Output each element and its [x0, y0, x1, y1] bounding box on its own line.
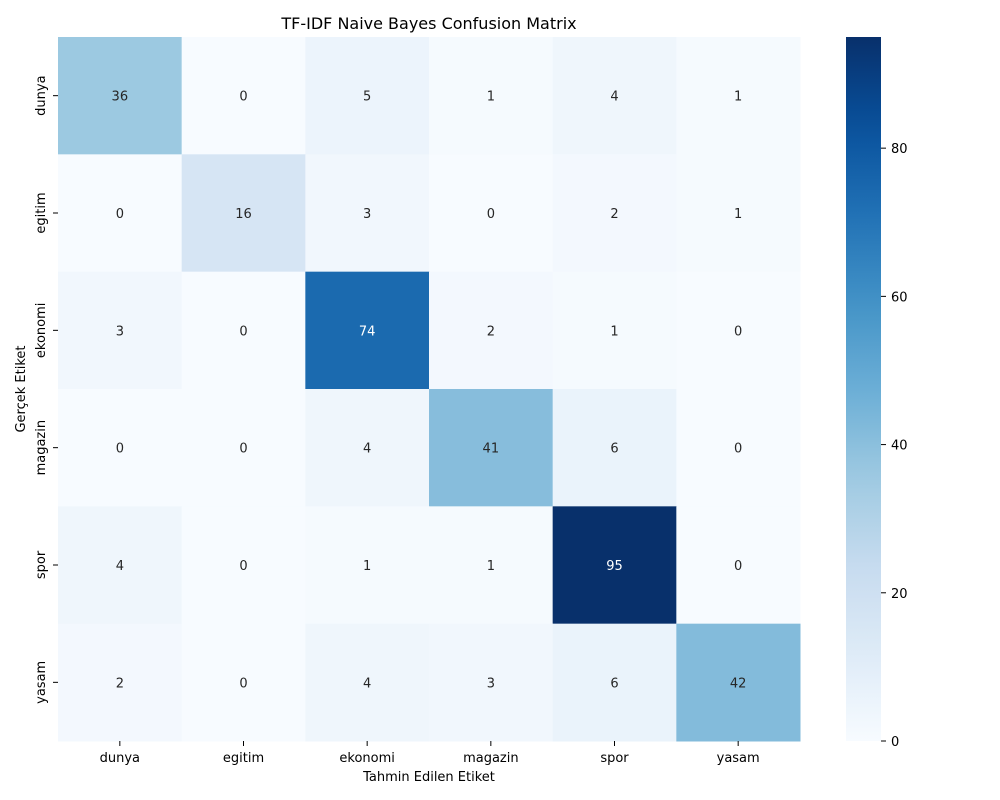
colorbar-tick-label: 0	[891, 735, 899, 750]
heatmap-cell-dunya-dunya	[58, 37, 183, 155]
y-tick-label: spor	[34, 550, 49, 579]
heatmap-cell-spor-yasam	[676, 506, 801, 625]
heatmap-cell-egitim-ekonomi	[305, 154, 430, 273]
heatmap-cell-magazin-ekonomi	[305, 389, 430, 507]
heatmap-cell-magazin-dunya	[58, 389, 183, 507]
x-tick-label: ekonomi	[339, 751, 395, 766]
cell-value-label: 2	[116, 676, 124, 691]
y-axis-label: Gerçek Etiket	[14, 345, 29, 432]
heatmap-cell-spor-egitim	[181, 506, 306, 625]
cell-value-label: 0	[487, 207, 495, 222]
colorbar-tick-label: 80	[891, 142, 908, 157]
heatmap-cell-ekonomi-egitim	[181, 271, 306, 390]
colorbar-tick-label: 60	[891, 290, 908, 305]
cell-value-label: 1	[734, 90, 742, 105]
heatmap-cell-yasam-spor	[552, 623, 677, 742]
cell-value-label: 0	[116, 442, 124, 457]
colorbar-tick-label: 40	[891, 439, 908, 454]
heatmap-cell-yasam-egitim	[181, 623, 306, 742]
heatmap-cell-egitim-dunya	[58, 154, 183, 273]
heatmap-cell-spor-spor	[552, 506, 677, 625]
heatmap-cell-ekonomi-yasam	[676, 271, 801, 390]
heatmap-cell-egitim-magazin	[429, 154, 554, 273]
x-tick-label: yasam	[717, 751, 760, 766]
heatmap-cell-ekonomi-ekonomi	[305, 271, 430, 390]
cell-value-label: 1	[487, 559, 495, 574]
cell-value-label: 4	[363, 442, 371, 457]
cell-value-label: 0	[239, 676, 247, 691]
x-tick-label: dunya	[100, 751, 140, 766]
cell-value-label: 1	[610, 324, 618, 339]
heatmap-cell-dunya-yasam	[676, 37, 801, 155]
cell-value-label: 1	[363, 559, 371, 574]
heatmap-cells: 36 0 5 1 4 10 16 3 0 2 13 0 74 2 1 00 0 4 41 6 04 0 1 1 95 02 0 4 3 6…	[58, 37, 801, 742]
y-axis-ticks: dunya egitim ekonomi magazin spor yasam	[34, 75, 58, 704]
cell-value-label: 0	[734, 324, 742, 339]
x-tick-label: magazin	[463, 751, 519, 766]
x-tick-label: egitim	[223, 751, 264, 766]
cell-value-label: 0	[239, 90, 247, 105]
heatmap-cell-dunya-spor	[552, 37, 677, 155]
heatmap-cell-ekonomi-spor	[552, 271, 677, 390]
x-axis-label: Tahmin Edilen Etiket	[362, 770, 495, 785]
cell-value-label: 3	[363, 207, 371, 222]
heatmap-cell-yasam-dunya	[58, 623, 183, 742]
heatmap-cell-yasam-magazin	[429, 623, 554, 742]
cell-value-label: 95	[606, 559, 623, 574]
heatmap-cell-magazin-magazin	[429, 389, 554, 507]
y-tick-label: yasam	[34, 661, 49, 704]
cell-value-label: 6	[610, 676, 618, 691]
heatmap-cell-dunya-ekonomi	[305, 37, 430, 155]
cell-value-label: 0	[239, 559, 247, 574]
heatmap-cell-yasam-ekonomi	[305, 623, 430, 742]
cell-value-label: 3	[116, 324, 124, 339]
cell-value-label: 36	[112, 90, 129, 105]
heatmap-cell-spor-dunya	[58, 506, 183, 625]
heatmap-cell-egitim-yasam	[676, 154, 801, 273]
chart-title: TF-IDF Naive Bayes Confusion Matrix	[280, 14, 576, 33]
cell-value-label: 0	[116, 207, 124, 222]
colorbar-tick-label: 20	[891, 587, 908, 602]
heatmap-cell-egitim-spor	[552, 154, 677, 273]
cell-value-label: 5	[363, 90, 371, 105]
colorbar: 0 20 40 60 80	[846, 37, 908, 750]
cell-value-label: 6	[610, 442, 618, 457]
cell-value-label: 2	[610, 207, 618, 222]
heatmap-cell-egitim-egitim	[181, 154, 306, 273]
cell-value-label: 2	[487, 324, 495, 339]
heatmap-cell-dunya-magazin	[429, 37, 554, 155]
cell-value-label: 0	[734, 442, 742, 457]
heatmap-cell-spor-ekonomi	[305, 506, 430, 625]
heatmap-cell-ekonomi-dunya	[58, 271, 183, 390]
cell-value-label: 74	[359, 324, 376, 339]
heatmap-cell-magazin-egitim	[181, 389, 306, 507]
cell-value-label: 4	[363, 676, 371, 691]
heatmap-cell-magazin-spor	[552, 389, 677, 507]
x-axis-ticks: dunya egitim ekonomi magazin spor yasam	[100, 741, 760, 766]
cell-value-label: 4	[610, 90, 618, 105]
cell-value-label: 41	[483, 442, 500, 457]
heatmap-cell-spor-magazin	[429, 506, 554, 625]
heatmap-cell-ekonomi-magazin	[429, 271, 554, 390]
cell-value-label: 0	[239, 442, 247, 457]
heatmap-cell-yasam-yasam	[676, 623, 801, 742]
y-tick-label: ekonomi	[34, 303, 49, 359]
cell-value-label: 3	[487, 676, 495, 691]
colorbar-gradient	[846, 37, 881, 741]
cell-value-label: 1	[734, 207, 742, 222]
cell-value-label: 0	[734, 559, 742, 574]
heatmap-cell-dunya-egitim	[181, 37, 306, 155]
y-tick-label: magazin	[34, 420, 49, 476]
cell-value-label: 0	[239, 324, 247, 339]
cell-value-label: 42	[730, 676, 747, 691]
cell-value-label: 16	[235, 207, 252, 222]
x-tick-label: spor	[600, 751, 629, 766]
cell-value-label: 1	[487, 90, 495, 105]
y-tick-label: egitim	[34, 192, 49, 233]
y-tick-label: dunya	[34, 75, 49, 115]
heatmap-cell-magazin-yasam	[676, 389, 801, 507]
cell-value-label: 4	[116, 559, 124, 574]
